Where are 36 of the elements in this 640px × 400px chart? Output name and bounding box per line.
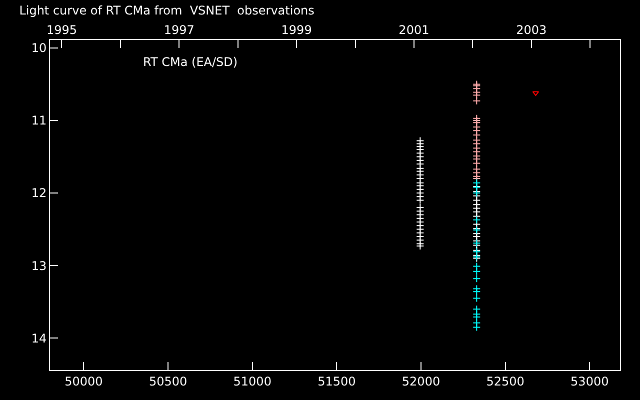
point: [472, 159, 481, 168]
point: [472, 216, 481, 224]
y-tick-label: 10: [31, 41, 47, 56]
point: [416, 196, 424, 204]
point: [472, 294, 481, 302]
x-tick-label: 53000: [570, 374, 609, 388]
y-tick-label: 13: [31, 258, 47, 273]
point: [416, 240, 424, 248]
point: [472, 91, 481, 100]
point: [472, 116, 481, 125]
annotation: RT CMa (EA/SD): [143, 55, 238, 69]
x2-tick-label: 1995: [46, 23, 78, 38]
point: [472, 131, 481, 140]
point: [472, 305, 481, 314]
x-tick-label: 51000: [233, 374, 272, 388]
point: [472, 323, 481, 332]
y-tick-label: 12: [31, 186, 47, 200]
x2-tick-label: 1999: [281, 23, 312, 38]
point: [472, 288, 481, 296]
x2-tick-label: 2001: [398, 23, 430, 38]
point: [416, 242, 424, 250]
x-tick-label: 50500: [148, 374, 188, 388]
chart-title: Light curve of RT CMa from VSNET observations: [19, 3, 314, 18]
x-tick-label: 51500: [318, 374, 356, 388]
x-tick-label: 52000: [402, 374, 440, 388]
point: [472, 96, 481, 105]
point: [472, 313, 481, 322]
point: [472, 274, 481, 283]
x2-tick-label: 1997: [164, 23, 194, 38]
y-tick-label: 14: [31, 331, 47, 346]
point: [472, 262, 481, 270]
x-tick-label: 50000: [64, 374, 103, 388]
point: [472, 267, 481, 276]
x-tick-label: 52500: [486, 374, 524, 388]
x2-tick-label: 2003: [516, 23, 547, 38]
y-tick-label: 11: [31, 114, 47, 128]
